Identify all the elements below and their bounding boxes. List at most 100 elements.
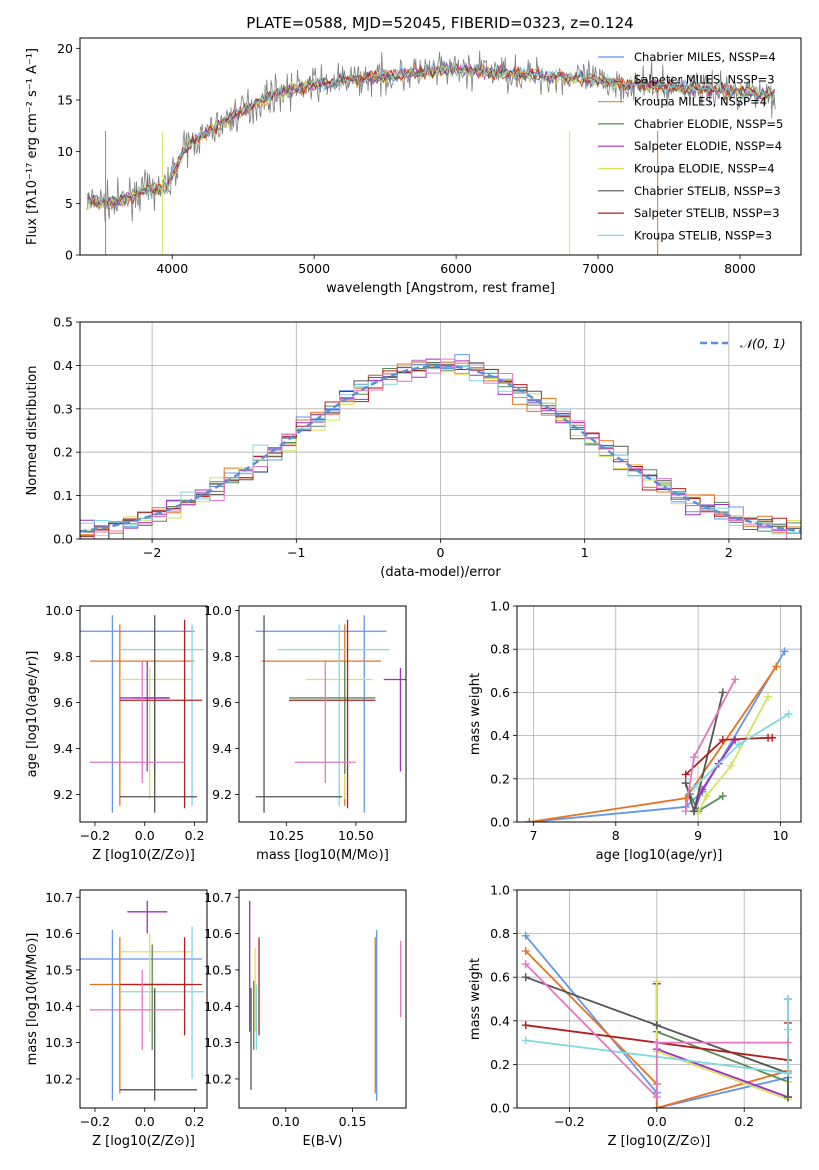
- y-tick-label: 10.3: [204, 1035, 232, 1050]
- weight-marker: [772, 662, 781, 671]
- plot-area-mass-vs-Z: [80, 900, 205, 1101]
- y-tick-label: 0.2: [53, 445, 73, 460]
- axes-frame: [238, 889, 407, 1109]
- x-tick-label: 8: [612, 828, 620, 843]
- y-tick-label: 9.8: [212, 649, 232, 664]
- weight-marker: [731, 675, 740, 684]
- weight-marker: [652, 1093, 661, 1102]
- legend-label: Salpeter MILES, NSSP=3: [634, 72, 775, 86]
- y-tick-label: 9.8: [53, 649, 73, 664]
- plot-area-residuals: [80, 354, 801, 539]
- y-tick-label: 0.6: [490, 970, 510, 985]
- y-tick-label: 10.7: [45, 890, 73, 905]
- model-spectrum-line: [86, 62, 776, 211]
- panel-weight-vs-Z: −0.2 0.0 0.2 0.0 0.2 0.4 0.6 0.8 1.0 Z [log10(Z/Z…: [468, 883, 802, 1149]
- panel-age-vs-Z: −0.2 0.0 0.2 9.2 9.4 9.6 9.8 10.0 Z [log10(Z/Z⊙)…: [25, 603, 208, 863]
- x-tick-label: −2: [143, 545, 161, 560]
- x-tick-label: 5000: [298, 261, 330, 276]
- y-tick-label: 10.0: [204, 603, 232, 618]
- axes-frame: [79, 37, 802, 256]
- x-axis-label: wavelength [Angstrom, rest frame]: [326, 281, 555, 296]
- axes-frame: [238, 605, 407, 823]
- x-axis-label: Z [log10(Z/Z⊙)]: [92, 1134, 195, 1149]
- y-tick-label: 9.2: [53, 787, 73, 802]
- legend-label: Salpeter STELIB, NSSP=3: [634, 206, 780, 220]
- axes-frame: [79, 605, 208, 823]
- x-tick-label: 0: [437, 545, 445, 560]
- axes-weight-vs-age: 7 8 9 10 0.0 0.2 0.4 0.6 0.8 1.0 age [log10(age/yr…: [468, 599, 802, 863]
- weight-marker: [783, 995, 792, 1003]
- y-tick-label: 10.3: [45, 1035, 73, 1050]
- panel-mass-vs-EBV: 0.10 0.15 10.2 10.3 10.4 10.5 10.6 10.7 E(B-V): [204, 889, 407, 1149]
- weight-marker: [681, 770, 690, 779]
- y-tick-label: 15: [57, 93, 73, 108]
- panel-mass-vs-Z: −0.2 0.0 0.2 10.2 10.3 10.4 10.5 10.6 10.7 Z [log…: [25, 889, 208, 1149]
- weight-marker: [525, 818, 534, 822]
- y-tick-label: 10.7: [204, 890, 232, 905]
- figure-title: PLATE=0588, MJD=52045, FIBERID=0323, z=0…: [246, 14, 633, 32]
- y-tick-label: 0.2: [490, 771, 510, 786]
- y-tick-label: 0.1: [53, 488, 73, 503]
- weight-marker: [652, 977, 661, 986]
- x-tick-label: 6000: [440, 261, 472, 276]
- weight-marker: [521, 973, 530, 982]
- y-tick-label: 9.2: [212, 787, 232, 802]
- y-axis-label: mass weight: [468, 673, 483, 755]
- axes-frame: [79, 889, 208, 1109]
- weight-marker: [735, 740, 744, 749]
- y-tick-label: 0.0: [490, 1101, 510, 1116]
- y-tick-label: 9.4: [212, 741, 232, 756]
- weight-marker: [783, 1093, 792, 1102]
- y-tick-label: 0.0: [490, 815, 510, 830]
- x-tick-label: −0.2: [80, 828, 110, 843]
- x-tick-label: −0.2: [554, 1114, 584, 1129]
- axes-frame: [516, 605, 802, 823]
- plot-area-spectrum: [86, 50, 776, 255]
- weight-marker: [521, 931, 530, 940]
- weight-line: [525, 976, 789, 1098]
- y-tick-label: 0.4: [53, 358, 73, 373]
- weight-line: [655, 983, 789, 1098]
- x-tick-label: 0.2: [185, 1114, 205, 1129]
- plot-area-mass-vs-EBV: [249, 900, 402, 1101]
- weight-line: [529, 650, 786, 822]
- weight-line: [693, 739, 736, 812]
- weight-line: [697, 696, 769, 814]
- y-tick-label: 10.6: [45, 926, 73, 941]
- weight-marker: [652, 1021, 661, 1030]
- weight-marker: [768, 733, 777, 742]
- legend-label: Kroupa STELIB, NSSP=3: [634, 228, 772, 242]
- y-tick-label: 10.0: [45, 603, 73, 618]
- panel-residuals: −2 −1 0 1 2 0.0 0.1 0.2 0.3 0.4 0.5 (data-model)/er…: [25, 315, 802, 580]
- plot-area-age-vs-mass: [255, 615, 406, 813]
- weight-marker: [783, 1025, 792, 1034]
- y-tick-label: 1.0: [490, 883, 510, 898]
- x-tick-label: 9: [694, 828, 702, 843]
- plot-area-weight-vs-Z: [521, 931, 792, 1108]
- axes-mass-vs-Z: −0.2 0.0 0.2 10.2 10.3 10.4 10.5 10.6 10.7 Z [log…: [25, 889, 208, 1149]
- weight-marker: [521, 947, 530, 956]
- weight-marker: [718, 688, 727, 697]
- weight-marker: [652, 1104, 661, 1108]
- legend-label: Salpeter ELODIE, NSSP=4: [634, 139, 782, 153]
- panel-age-vs-mass: 10.25 10.50 9.2 9.4 9.6 9.8 10.0 mass [log10(M/…: [204, 603, 407, 863]
- y-tick-label: 10.2: [45, 1071, 73, 1086]
- x-tick-label: 8000: [724, 261, 756, 276]
- weight-marker: [689, 807, 698, 816]
- y-tick-label: 0.8: [490, 926, 510, 941]
- y-tick-label: 0.3: [53, 401, 73, 416]
- legend-label: Chabrier MILES, NSSP=4: [634, 50, 776, 64]
- weight-marker: [689, 753, 698, 762]
- normal-reference-line: [80, 364, 801, 533]
- y-tick-label: 10.2: [204, 1071, 232, 1086]
- y-tick-label: 9.6: [212, 695, 232, 710]
- model-spectrum-line: [86, 64, 776, 212]
- axes-age-vs-Z: −0.2 0.0 0.2 9.2 9.4 9.6 9.8 10.0 Z [log10(Z/Z⊙)…: [25, 603, 208, 863]
- weight-marker: [783, 1038, 792, 1047]
- plot-area-age-vs-Z: [80, 615, 205, 813]
- weight-line: [525, 963, 788, 1100]
- legend-label: Chabrier ELODIE, NSSP=5: [634, 117, 783, 131]
- x-axis-label: mass [log10(M/M⊙)]: [256, 848, 389, 863]
- x-axis-label: Z [log10(Z/Z⊙)]: [92, 848, 195, 863]
